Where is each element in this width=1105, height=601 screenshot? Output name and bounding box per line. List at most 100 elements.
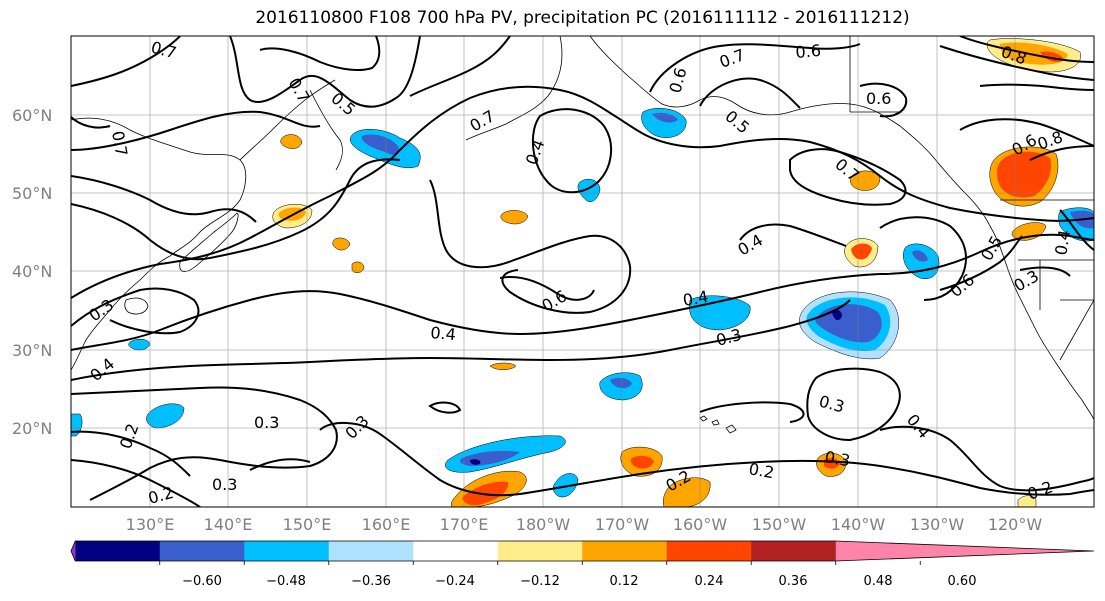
coastline [589,36,991,227]
precip-blob [332,237,351,251]
pv-contour [979,83,1094,91]
lon-label: 160°E [362,515,411,534]
colorbar-extend-min [71,541,76,561]
precip-blob [489,362,517,370]
colorbar-tick-label: −0.24 [435,574,475,589]
pv-contour [939,235,1023,291]
colorbar-tick-label: −0.60 [182,574,222,589]
precip-blob [610,377,632,389]
pv-contour [71,175,257,223]
lat-label: 40°N [12,262,52,281]
contour-label: 0.3 [823,447,851,470]
pv-contour [429,179,632,314]
lat-label: 20°N [12,419,52,438]
pv-contour [806,367,901,442]
pv-contour [939,45,1094,81]
pv-contour [879,425,1094,492]
colorbar-cell [328,541,414,561]
pv-contour [229,36,421,108]
pv-contour [249,458,311,471]
colorbar-cell [159,541,245,561]
pv-contour [71,287,200,335]
precip-blob [815,304,882,343]
pv-contour [71,36,181,87]
contour-label: 0.6 [795,41,822,62]
precip-blob [832,309,842,321]
pv-contour [428,401,462,414]
contour-label: 0.2 [747,459,775,482]
colorbar: −0.60 −0.48 −0.36 −0.24 −0.12 0.12 0.24 … [70,540,1095,589]
pv-contour [649,43,861,93]
colorbar-tick-label: −0.12 [520,574,560,589]
colorbar-cell [497,541,583,561]
coastline [239,79,336,161]
pv-contour [409,36,511,97]
colorbar-cell [75,541,161,561]
colorbar-tick-label: −0.36 [351,574,391,589]
pv-contour [71,158,401,261]
precip-blob [912,250,928,262]
coastline [179,212,239,272]
pv-contour [1019,266,1071,277]
colorbar-tick-label: 0.12 [610,574,639,589]
coastline [711,419,720,426]
pv-contour [71,386,338,501]
contour-label: 0.4 [430,323,457,344]
precip-blob [146,403,185,429]
coastlines [71,36,1094,434]
pv-contour [879,216,967,301]
coastline [71,117,247,371]
lon-label: 160°W [673,515,728,534]
lon-label: 120°W [988,515,1043,534]
map-title: 2016110800 F108 700 hPa PV, precipitatio… [255,8,910,28]
pv-contour [699,401,805,423]
pv-contour [71,85,1094,299]
precip-blob [997,151,1052,198]
pv-contour [71,115,111,129]
latitude-labels: 60°N 50°N 40°N 30°N 20°N [12,106,52,438]
pv-contour [319,421,1094,497]
contour-label: 0.4 [1051,228,1074,256]
contour-label: 0.6 [866,89,891,108]
pv-contour [789,148,907,206]
pv-contour [499,276,595,301]
pv-contour [1029,145,1094,161]
pv-contours [71,36,1094,507]
colorbar-tick-label: 0.36 [779,574,808,589]
precip-blob [500,210,529,225]
colorbar-tick-label: −0.48 [266,574,306,589]
precip-blob [851,243,872,260]
lon-label: 130°W [910,515,965,534]
contour-label: 0.3 [212,475,237,494]
colorbar-cell [666,541,752,561]
precip-blob [641,108,687,138]
contour-label: 0.4 [681,287,709,310]
colorbar-outline [70,540,1095,562]
pv-contour [71,110,321,151]
contour-label: 0.3 [254,413,279,432]
precip-blob [662,477,711,507]
map-border [70,35,1095,508]
pv-contour [739,223,847,247]
colorbar-cell [244,541,330,561]
colorbar-tick-label: 0.24 [695,574,724,589]
colorbar-tick-label: 0.48 [864,574,893,589]
lon-label: 150°E [283,515,332,534]
lon-label: 140°W [831,515,886,534]
pv-contour [71,233,1094,351]
lon-label: 180°W [516,515,571,534]
pv-contour [699,77,801,109]
lon-label: 170°E [440,515,489,534]
coastline [725,424,737,434]
lon-label: 170°W [595,515,650,534]
precip-blob [361,134,400,155]
precip-blob [351,261,365,273]
colorbar-tick-labels: −0.60 −0.48 −0.36 −0.24 −0.12 0.12 0.24 … [182,574,976,589]
lon-label: 130°E [126,515,175,534]
precip-blob [1017,495,1037,507]
coastline [124,297,149,315]
pv-contour [959,36,1094,63]
precip-blob [630,455,654,469]
lat-label: 60°N [12,106,52,125]
